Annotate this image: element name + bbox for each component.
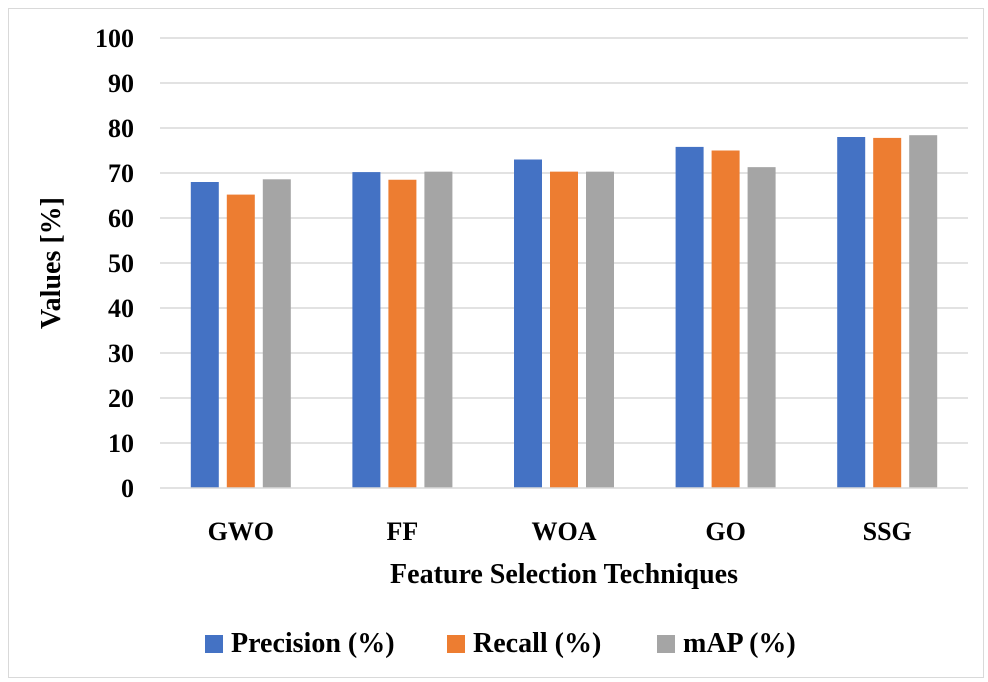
y-tick-label: 90 xyxy=(108,69,134,98)
legend: Precision (%) Recall (%) mAP (%) xyxy=(205,628,796,659)
bar-precision-gwo xyxy=(190,182,219,488)
bar-recall-woa xyxy=(550,171,578,488)
bar-map-ff xyxy=(424,171,453,488)
gridlines xyxy=(160,37,968,444)
y-tick-label: 30 xyxy=(108,339,134,368)
bar-recall-ssg xyxy=(873,137,902,488)
legend-label: Precision (%) xyxy=(231,628,395,659)
y-tick-label: 20 xyxy=(108,384,134,413)
bar-map-ssg xyxy=(909,135,938,488)
bar-map-gwo xyxy=(262,179,291,489)
legend-swatch xyxy=(447,635,465,653)
bar-precision-go xyxy=(675,146,704,488)
y-tick-label: 80 xyxy=(108,114,134,143)
bar-recall-ff xyxy=(388,179,417,488)
legend-label: Recall (%) xyxy=(473,628,601,659)
y-tick-label: 50 xyxy=(108,249,134,278)
bar-recall-go xyxy=(711,150,740,488)
y-tick-label: 60 xyxy=(108,204,134,233)
bar-precision-woa xyxy=(514,159,542,488)
bar-recall-gwo xyxy=(226,194,255,488)
x-tick-label: WOA xyxy=(532,517,597,546)
x-tick-label: FF xyxy=(387,517,419,546)
bars xyxy=(190,135,938,489)
legend-label: mAP (%) xyxy=(683,628,796,659)
x-axis-title: Feature Selection Techniques xyxy=(390,559,738,590)
x-tick-label: SSG xyxy=(863,517,912,546)
y-tick-label: 0 xyxy=(121,474,134,503)
y-tick-label: 70 xyxy=(108,159,134,188)
legend-swatch xyxy=(657,635,675,653)
bar-precision-ff xyxy=(352,172,381,488)
bar-precision-ssg xyxy=(837,137,866,488)
y-tick-label: 10 xyxy=(108,429,134,458)
y-axis-title: Values [%] xyxy=(36,197,67,329)
y-tick-label: 100 xyxy=(95,24,134,53)
x-tick-label: GO xyxy=(705,517,745,546)
y-tick-labels: 0 10 20 30 40 50 60 70 80 90 100 xyxy=(95,24,134,503)
legend-swatch xyxy=(205,635,223,653)
chart-frame xyxy=(8,8,984,678)
x-tick-labels: GWO FF WOA GO SSG xyxy=(208,517,912,546)
bar-map-woa xyxy=(586,171,614,488)
y-tick-label: 40 xyxy=(108,294,134,323)
x-tick-label: GWO xyxy=(208,517,274,546)
bar-map-go xyxy=(747,167,776,488)
